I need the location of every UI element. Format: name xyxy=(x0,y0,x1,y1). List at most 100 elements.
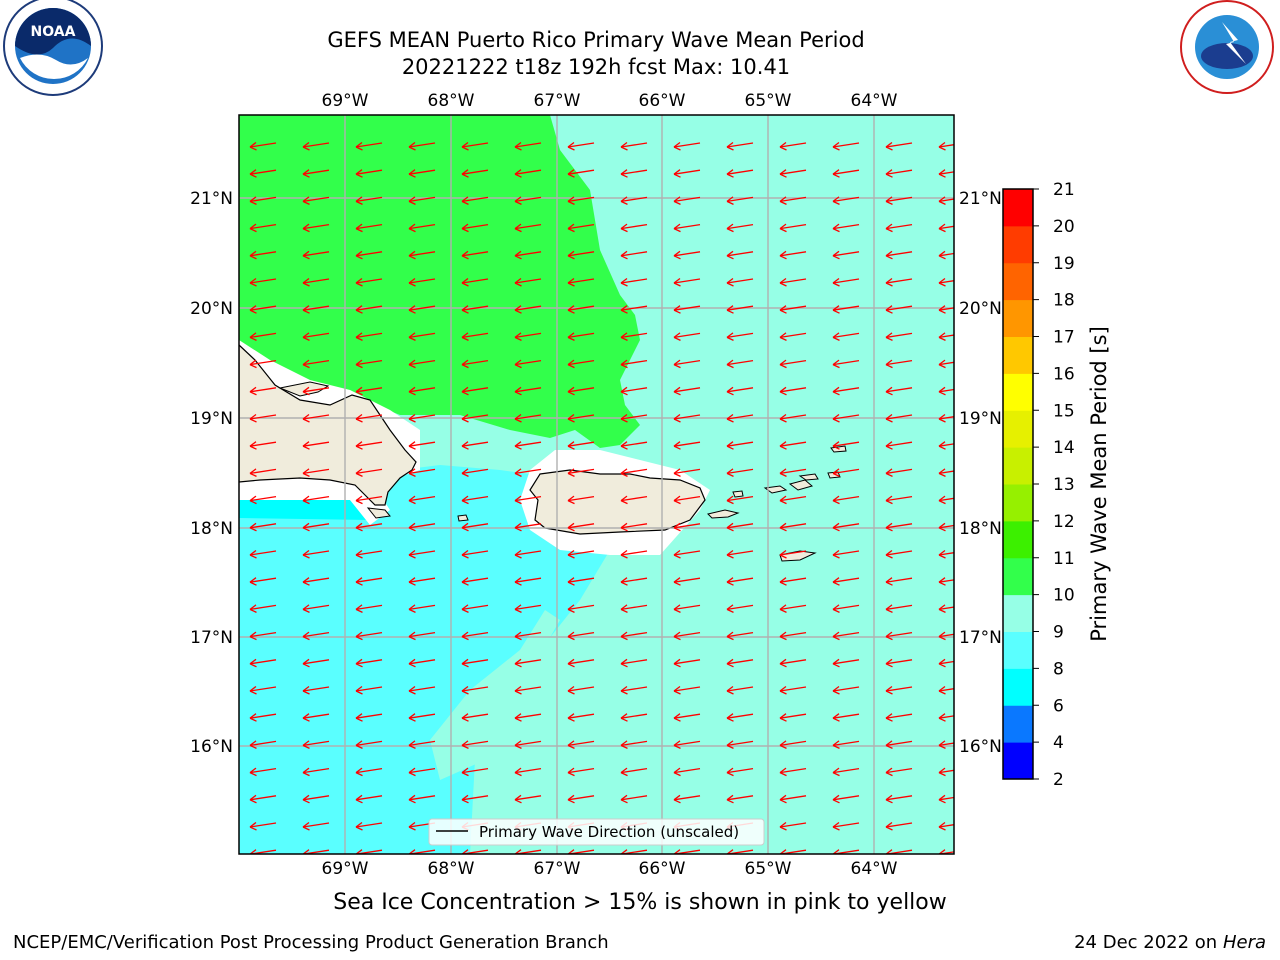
wave-arrow xyxy=(461,196,489,203)
wave-arrow-head xyxy=(302,277,310,287)
wave-arrow xyxy=(514,604,542,611)
wave-arrow-head xyxy=(461,713,469,722)
wave-arrow xyxy=(885,196,913,203)
wave-arrow-head xyxy=(514,305,522,314)
wave-arrow xyxy=(567,142,595,148)
lat-label-left: 16°N xyxy=(190,737,233,757)
wave-arrow xyxy=(567,740,595,747)
lat-label-left: 19°N xyxy=(190,409,233,429)
wave-arrow xyxy=(779,713,807,719)
wave-arrow xyxy=(938,660,954,665)
wave-arrow xyxy=(514,223,542,230)
wave-arrow-head xyxy=(355,577,363,586)
wave-arrow xyxy=(885,332,913,339)
wave-arrow-head xyxy=(514,631,522,641)
wave-arrow-head xyxy=(408,794,416,804)
wave-arrow-head xyxy=(355,250,363,260)
wave-arrow xyxy=(832,523,860,529)
wave-arrow xyxy=(302,278,330,284)
wave-arrow-head xyxy=(355,277,363,287)
wave-arrow xyxy=(726,251,754,257)
wave-arrow xyxy=(514,495,542,502)
wave-arrow xyxy=(620,251,648,257)
wave-arrow-head xyxy=(567,522,575,532)
lon-label-top: 67°W xyxy=(534,91,581,111)
wave-arrow xyxy=(461,659,489,665)
wave-arrow-head xyxy=(620,522,628,532)
wave-arrow-head xyxy=(938,740,946,749)
wave-arrow xyxy=(249,822,277,828)
colorbar-block xyxy=(1003,410,1033,448)
wave-arrow-head xyxy=(726,332,734,341)
wave-arrow xyxy=(302,767,330,774)
wave-arrow xyxy=(408,713,436,719)
wave-arrow xyxy=(408,468,436,475)
wave-arrow xyxy=(938,688,954,692)
wave-arrow-head xyxy=(302,305,310,314)
map-frame xyxy=(238,114,955,855)
wave-arrow-head xyxy=(620,631,628,641)
wave-arrow xyxy=(514,631,542,638)
wave-arrow xyxy=(355,686,383,692)
wave-arrow-head xyxy=(620,685,628,695)
wave-arrow-head xyxy=(302,332,310,341)
wave-arrow xyxy=(302,359,330,366)
wave-arrow-head xyxy=(885,713,893,722)
wave-arrow xyxy=(355,441,383,447)
wave-arrow-head xyxy=(355,631,363,641)
wave-arrow-head xyxy=(249,141,257,151)
lat-label-right: 17°N xyxy=(959,628,1002,648)
wave-arrow-head xyxy=(673,413,681,423)
wave-arrow xyxy=(249,550,277,556)
wave-arrow xyxy=(779,251,807,257)
wave-arrow-head xyxy=(938,604,946,613)
wave-arrow-head xyxy=(408,631,416,641)
puerto-rico-land xyxy=(529,469,706,535)
wave-arrow-head xyxy=(779,332,787,341)
wave-arrow xyxy=(832,822,860,828)
wave-arrow-head xyxy=(461,631,469,641)
wave-arrow xyxy=(461,495,489,502)
colorbar-block xyxy=(1003,520,1033,559)
wave-arrow xyxy=(779,142,807,148)
wave-arrow-head xyxy=(620,196,628,205)
wave-arrow xyxy=(832,305,860,311)
wave-arrow-head xyxy=(408,223,416,233)
wave-arrow xyxy=(514,414,542,420)
wave-arrow-head xyxy=(514,250,522,260)
wave-arrow xyxy=(514,659,542,665)
hispaniola-land xyxy=(239,344,417,506)
colorbar-tick-label: 11 xyxy=(1053,549,1075,569)
wave-arrow-head xyxy=(408,332,416,341)
wave-arrow-head xyxy=(567,631,575,641)
wave-arrow-head xyxy=(461,740,469,749)
wave-arrow xyxy=(673,169,701,175)
wave-arrow xyxy=(885,441,913,447)
wave-arrow xyxy=(461,441,489,447)
map-subtitle: 20221222 t18z 192h fcst Max: 10.41 xyxy=(401,55,791,79)
wave-arrow-head xyxy=(514,386,522,396)
wave-arrow xyxy=(567,359,595,366)
wave-arrow xyxy=(885,495,913,502)
wave-arrow xyxy=(461,550,489,556)
wave-arrow xyxy=(461,305,489,311)
wave-arrow-head xyxy=(620,767,628,777)
wave-arrow xyxy=(885,468,913,475)
wave-arrow xyxy=(938,307,954,311)
wave-arrow xyxy=(673,795,701,801)
wave-arrow-head xyxy=(885,740,893,749)
colorbar-tick-label: 15 xyxy=(1053,401,1075,421)
wave-arrow xyxy=(726,223,754,230)
wave-arrow-head xyxy=(726,604,734,613)
wave-arrow-head xyxy=(938,468,946,477)
wave-arrow-head xyxy=(885,196,893,205)
wave-arrow-head xyxy=(779,250,787,260)
wave-arrow xyxy=(249,631,277,638)
wave-arrow-head xyxy=(832,413,840,423)
wave-arrow-head xyxy=(461,305,469,314)
wave-arrow-head xyxy=(302,522,310,532)
wave-arrow-head xyxy=(885,522,893,532)
wave-arrow xyxy=(673,251,701,257)
wave-arrow xyxy=(726,142,754,148)
